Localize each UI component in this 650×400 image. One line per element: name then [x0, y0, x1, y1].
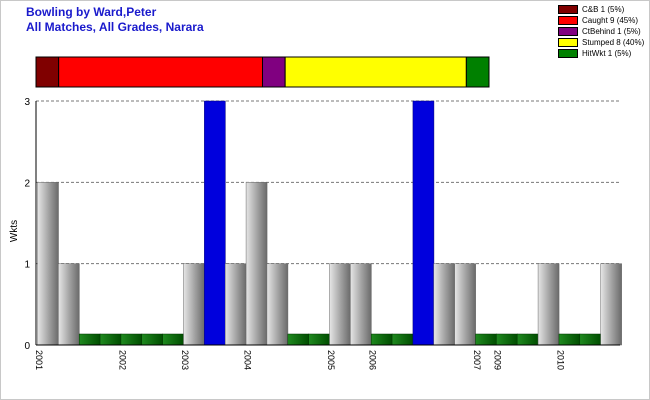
y-tick-label: 1: [24, 260, 30, 271]
bar: [329, 263, 351, 346]
bar: [475, 333, 497, 346]
bar: [37, 182, 59, 346]
bar: [537, 263, 560, 346]
legend-swatch: [558, 16, 578, 25]
bar: [579, 333, 602, 346]
x-tick-label: 2003: [180, 350, 190, 370]
x-tick-label: 2007: [472, 350, 482, 370]
legend-label: Stumped 8 (40%): [582, 38, 645, 47]
dismissal-segment: [58, 56, 264, 88]
y-tick-label: 0: [24, 341, 30, 352]
bar: [266, 263, 289, 346]
legend-swatch: [558, 49, 578, 58]
legend-swatch: [558, 27, 578, 36]
bar: [183, 263, 205, 346]
x-tick-label: 2005: [326, 350, 336, 370]
bar: [558, 333, 581, 346]
bar: [120, 333, 143, 346]
x-tick-label: 2010: [555, 350, 565, 370]
legend-label: Caught 9 (45%): [582, 16, 639, 25]
x-tick-label: 2009: [493, 350, 503, 370]
bar: [287, 333, 310, 346]
dismissal-segment: [262, 56, 286, 88]
x-tick-label: 2001: [34, 350, 44, 370]
legend-label: CtBehind 1 (5%): [582, 27, 641, 36]
bar: [516, 333, 539, 346]
bar: [99, 333, 122, 346]
dismissal-segment: [35, 56, 60, 88]
legend-item-cb: C&B 1 (5%): [558, 5, 644, 16]
bar: [454, 263, 476, 346]
bar: [78, 333, 101, 346]
x-tick-label: 2006: [368, 350, 378, 370]
bar: [204, 100, 226, 346]
bar: [162, 333, 184, 346]
y-tick-label: 3: [24, 97, 30, 108]
dismissal-segment: [465, 56, 490, 88]
bar: [350, 263, 372, 346]
legend-item-caught: Caught 9 (45%): [558, 16, 644, 27]
bar: [58, 263, 80, 346]
bar: [496, 333, 518, 346]
bar: [141, 333, 164, 346]
dismissal-segment: [284, 56, 467, 88]
bar: [224, 263, 247, 346]
y-tick-label: 2: [24, 178, 30, 189]
legend-label: C&B 1 (5%): [582, 5, 625, 14]
chart-subtitle: All Matches, All Grades, Narara: [26, 20, 204, 34]
legend-item-stumped: Stumped 8 (40%): [558, 38, 644, 49]
bar: [308, 333, 330, 346]
x-tick-label: 2002: [117, 350, 127, 370]
x-tick-label: 2004: [242, 350, 252, 370]
legend-swatch: [558, 38, 578, 47]
bar: [245, 182, 268, 346]
legend-item-ctbehind: CtBehind 1 (5%): [558, 27, 644, 38]
bar: [391, 333, 414, 346]
bar: [412, 100, 435, 346]
legend-item-hitwkt: HitWkt 1 (5%): [558, 49, 644, 60]
chart-title: Bowling by Ward,Peter: [26, 5, 157, 19]
y-axis-label: Wkts: [9, 220, 20, 242]
bar: [600, 263, 622, 346]
bar: [370, 333, 393, 346]
legend-swatch: [558, 5, 578, 14]
bar: [433, 263, 456, 346]
legend: C&B 1 (5%) Caught 9 (45%) CtBehind 1 (5%…: [558, 5, 644, 60]
legend-label: HitWkt 1 (5%): [582, 49, 632, 58]
